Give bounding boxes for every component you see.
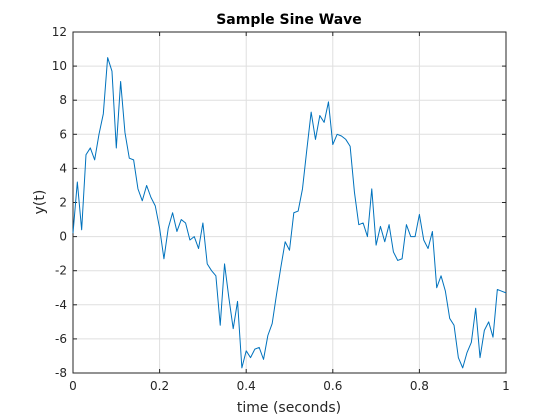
y-tick-label: 10 — [52, 59, 67, 73]
x-tick-label: 0 — [69, 379, 77, 393]
y-tick-label: 12 — [52, 25, 67, 39]
y-tick-label: -8 — [55, 366, 67, 380]
series-line — [72, 57, 507, 369]
y-tick-label: -4 — [55, 298, 67, 312]
y-tick-label: -2 — [55, 264, 67, 278]
y-tick-label: 4 — [59, 161, 67, 175]
y-tick-label: 8 — [59, 93, 67, 107]
axis-ticks: 0 0.2 0.4 0.6 0.8 1 -8 -6 -4 -2 0 2 4 6 8 10 12 — [52, 25, 510, 393]
x-tick-label: 0.4 — [237, 379, 256, 393]
x-axis-label: time (seconds) — [237, 400, 341, 416]
y-tick-label: -6 — [55, 332, 67, 346]
grid — [72, 31, 507, 374]
y-tick-label: 6 — [59, 127, 67, 141]
x-tick-label: 0.8 — [410, 379, 429, 393]
y-tick-label: 2 — [59, 196, 67, 210]
x-tick-label: 1 — [502, 379, 510, 393]
chart-title: Sample Sine Wave — [216, 12, 362, 28]
x-tick-label: 0.2 — [150, 379, 169, 393]
y-axis-label: y(t) — [32, 190, 48, 215]
y-tick-label: 0 — [59, 230, 67, 244]
x-tick-label: 0.6 — [323, 379, 342, 393]
